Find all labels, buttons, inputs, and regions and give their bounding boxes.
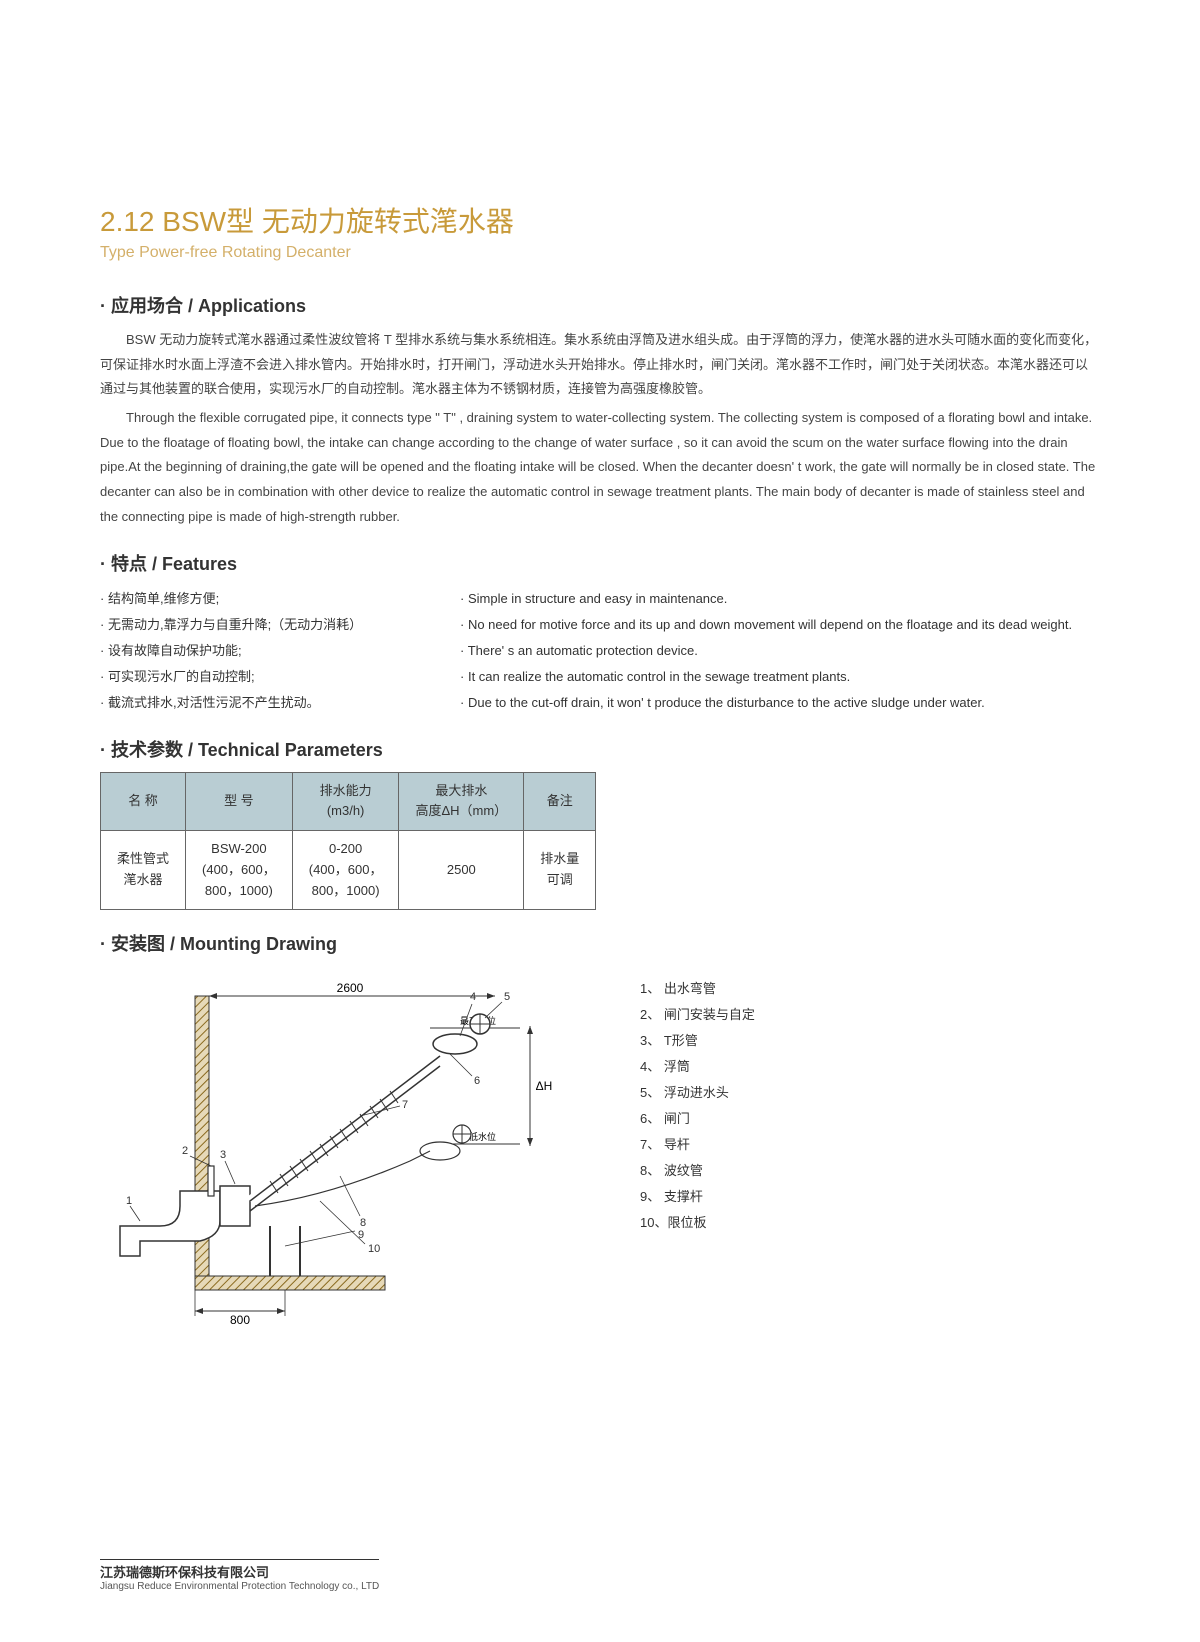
callout: 8 — [360, 1217, 366, 1229]
callout: 6 — [474, 1075, 480, 1087]
legend-item: 10、限位板 — [640, 1210, 1100, 1236]
feature-en-item: Due to the cut-off drain, it won' t prod… — [460, 690, 1100, 716]
applications-heading: 应用场合 / Applications — [100, 292, 1100, 318]
params-heading: 技术参数 / Technical Parameters — [100, 736, 1100, 762]
mounting-block: 2600 ΔH 最高水位 最低水位 — [100, 966, 1100, 1326]
table-cell: BSW-200(400，600，800，1000) — [186, 831, 293, 910]
callout: 4 — [470, 991, 476, 1003]
feature-en-item: There' s an automatic protection device. — [460, 638, 1100, 664]
legend-item: 6、 闸门 — [640, 1106, 1100, 1132]
callout: 2 — [182, 1145, 188, 1157]
legend-item: 7、 导杆 — [640, 1132, 1100, 1158]
dim-label: 800 — [230, 1313, 250, 1326]
table-cell: 0-200(400，600，800，1000) — [292, 831, 399, 910]
table-cell: 柔性管式滗水器 — [101, 831, 186, 910]
table-cell: 排水量可调 — [524, 831, 596, 910]
callout: 3 — [220, 1149, 226, 1161]
feature-cn-item: 结构简单,维修方便; — [100, 586, 420, 612]
page-footer: 江苏瑞德斯环保科技有限公司 Jiangsu Reduce Environment… — [100, 1559, 379, 1592]
applications-text-cn: BSW 无动力旋转式滗水器通过柔性波纹管将 T 型排水系统与集水系统相连。集水系… — [100, 328, 1100, 402]
table-header: 备注 — [524, 772, 596, 831]
callout: 7 — [402, 1099, 408, 1111]
page-title: 2.12 BSW型 无动力旋转式滗水器 — [100, 200, 1100, 240]
footer-en: Jiangsu Reduce Environmental Protection … — [100, 1581, 379, 1592]
feature-cn-item: 截流式排水,对活性污泥不产生扰动。 — [100, 690, 420, 716]
table-cell: 2500 — [399, 831, 524, 910]
feature-en-item: It can realize the automatic control in … — [460, 664, 1100, 690]
legend-item: 8、 波纹管 — [640, 1158, 1100, 1184]
callout: 10 — [368, 1243, 380, 1255]
mounting-drawing: 2600 ΔH 最高水位 最低水位 — [100, 966, 580, 1326]
features-block: 结构简单,维修方便; 无需动力,靠浮力与自重升降;（无动力消耗） 设有故障自动保… — [100, 586, 1100, 716]
page-subtitle: Type Power-free Rotating Decanter — [100, 244, 1100, 262]
features-en-col: Simple in structure and easy in maintena… — [460, 586, 1100, 716]
dh-label: ΔH — [536, 1079, 553, 1093]
features-cn-col: 结构简单,维修方便; 无需动力,靠浮力与自重升降;（无动力消耗） 设有故障自动保… — [100, 586, 420, 716]
callout: 9 — [358, 1229, 364, 1241]
table-header: 排水能力(m3/h) — [292, 772, 399, 831]
legend-item: 2、 闸门安装与自定 — [640, 1002, 1100, 1028]
table-header: 型 号 — [186, 772, 293, 831]
params-table: 名 称 型 号 排水能力(m3/h) 最大排水高度ΔH（mm） 备注 柔性管式滗… — [100, 772, 596, 911]
applications-text-en: Through the flexible corrugated pipe, it… — [100, 406, 1100, 529]
legend-item: 4、 浮筒 — [640, 1054, 1100, 1080]
document-page: 2.12 BSW型 无动力旋转式滗水器 Type Power-free Rota… — [0, 0, 1200, 1642]
feature-cn-item: 可实现污水厂的自动控制; — [100, 664, 420, 690]
dim-label: 2600 — [337, 981, 364, 995]
mounting-heading: 安装图 / Mounting Drawing — [100, 930, 1100, 956]
callout: 1 — [126, 1195, 132, 1207]
legend-item: 5、 浮动进水头 — [640, 1080, 1100, 1106]
feature-en-item: No need for motive force and its up and … — [460, 612, 1100, 638]
feature-cn-item: 设有故障自动保护功能; — [100, 638, 420, 664]
legend-item: 9、 支撑杆 — [640, 1184, 1100, 1210]
legend-list: 1、 出水弯管 2、 闸门安装与自定 3、 T形管 4、 浮筒 5、 浮动进水头… — [640, 966, 1100, 1326]
legend-item: 3、 T形管 — [640, 1028, 1100, 1054]
callout: 5 — [504, 991, 510, 1003]
footer-cn: 江苏瑞德斯环保科技有限公司 — [100, 1562, 379, 1581]
feature-en-item: Simple in structure and easy in maintena… — [460, 586, 1100, 612]
table-header: 最大排水高度ΔH（mm） — [399, 772, 524, 831]
legend-item: 1、 出水弯管 — [640, 976, 1100, 1002]
feature-cn-item: 无需动力,靠浮力与自重升降;（无动力消耗） — [100, 612, 420, 638]
table-header: 名 称 — [101, 772, 186, 831]
features-heading: 特点 / Features — [100, 550, 1100, 576]
